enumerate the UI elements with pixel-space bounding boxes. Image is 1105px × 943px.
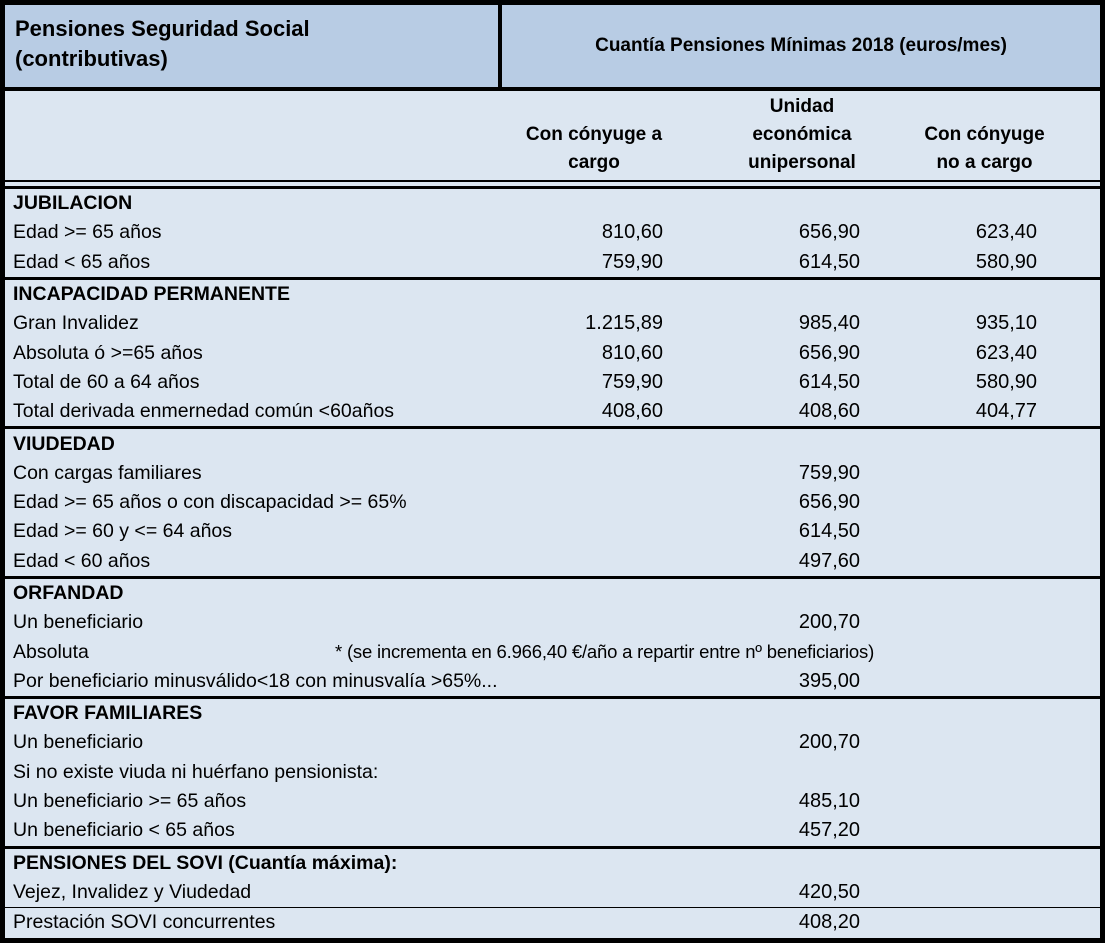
section-header-row: INCAPACIDAD PERMANENTE [5, 280, 1100, 309]
value-unidad-unipersonal: 656,90 [798, 491, 860, 514]
table-row: Edad >= 60 y <= 64 años 614,50 [5, 517, 1100, 546]
section-header: VIUDEDAD [13, 432, 115, 455]
table-row: Un beneficiario < 65 años 457,20 [5, 816, 1100, 845]
value-con-conyuge-no-a-cargo: 623,40 [975, 221, 1037, 244]
value-unidad-unipersonal: 656,90 [798, 341, 860, 364]
table-row: Absoluta ó >=65 años 810,60 656,90 623,4… [5, 338, 1100, 367]
table-row: Un beneficiario >= 65 años 485,10 [5, 787, 1100, 816]
section-header: JUBILACION [13, 192, 133, 215]
table-row: Gran Invalidez 1.215,89 985,40 935,10 [5, 309, 1100, 338]
value-con-conyuge-a-cargo: 810,60 [601, 341, 663, 364]
table-row: Edad >= 65 años 810,60 656,90 623,40 [5, 218, 1100, 247]
table-row: Prestación SOVI concurrentes 408,20 [5, 907, 1100, 937]
value-con-conyuge-a-cargo: 759,90 [601, 250, 663, 273]
table-row: Con cargas familiares 759,90 [5, 459, 1100, 488]
row-label: Un beneficiario >= 65 años [13, 790, 247, 813]
row-label: Edad < 60 años [13, 549, 151, 572]
table-title: Pensiones Seguridad Social (contributiva… [15, 16, 310, 71]
value-unidad-unipersonal: 408,60 [798, 400, 860, 423]
value-con-conyuge-a-cargo: 1.215,89 [585, 312, 663, 335]
row-label: Edad >= 65 años o con discapacidad >= 65… [13, 491, 407, 514]
row-label: Gran Invalidez [13, 312, 139, 335]
footnote-text: * (se incrementa en 6.966,40 €/año a rep… [335, 641, 875, 663]
value-unidad-unipersonal: 614,50 [798, 370, 860, 393]
row-label: Por beneficiario minusválido<18 con minu… [13, 669, 498, 692]
section-header-row: VIUDEDAD [5, 429, 1100, 458]
value-con-conyuge-no-a-cargo: 580,90 [975, 250, 1037, 273]
section-favor-familiares: FAVOR FAMILIARES Un beneficiario 200,70 … [5, 699, 1100, 849]
section-header: ORFANDAD [13, 582, 124, 604]
value-unidad-unipersonal: 759,90 [798, 461, 860, 484]
row-label: Absoluta [13, 640, 89, 663]
value-unidad-unipersonal: 614,50 [798, 520, 860, 543]
row-label: Absoluta ó >=65 años [13, 341, 203, 364]
section-header-row: FAVOR FAMILIARES [5, 699, 1100, 728]
value-unidad-unipersonal: 656,90 [798, 221, 860, 244]
section-header-row: ORFANDAD [5, 579, 1100, 608]
row-label: Edad < 65 años [13, 250, 151, 273]
value-unidad-unipersonal: 395,00 [798, 669, 860, 692]
section-pensiones-del-sovi: PENSIONES DEL SOVI (Cuantía máxima): Vej… [5, 849, 1100, 938]
column-header-con-conyuge-a-cargo: Con cónyuge a cargo [525, 124, 663, 173]
row-label: Total derivada enmernedad común <60años [13, 400, 395, 423]
row-label: Prestación SOVI concurrentes [13, 911, 276, 934]
row-label: Edad >= 65 años [13, 221, 162, 244]
table-row: Vejez, Invalidez y Viudedad 420,50 [5, 878, 1100, 907]
row-label: Con cargas familiares [13, 461, 202, 484]
value-unidad-unipersonal: 985,40 [798, 312, 860, 335]
table-row: Total derivada enmernedad común <60años … [5, 397, 1100, 426]
table-row: Por beneficiario minusválido<18 con minu… [5, 667, 1100, 696]
row-label: Un beneficiario [13, 611, 144, 634]
value-con-conyuge-no-a-cargo: 623,40 [975, 341, 1037, 364]
double-line-gap [5, 182, 1100, 186]
row-label: Total de 60 a 64 años [13, 370, 200, 393]
section-header: FAVOR FAMILIARES [13, 702, 203, 725]
row-label: Un beneficiario [13, 731, 144, 754]
value-con-conyuge-a-cargo: 759,90 [601, 370, 663, 393]
value-unidad-unipersonal: 485,10 [798, 790, 860, 813]
table-row: Edad < 60 años 497,60 [5, 547, 1100, 576]
table-row: Si no existe viuda ni huérfano pensionis… [5, 758, 1100, 787]
value-con-conyuge-a-cargo: 408,60 [601, 400, 663, 423]
value-unidad-unipersonal: 408,20 [798, 911, 860, 934]
table-row: Total de 60 a 64 años 759,90 614,50 580,… [5, 368, 1100, 397]
value-con-conyuge-a-cargo: 810,60 [601, 221, 663, 244]
value-unidad-unipersonal: 497,60 [798, 549, 860, 572]
value-con-conyuge-no-a-cargo: 580,90 [975, 370, 1037, 393]
table-row-absoluta-note: Absoluta * (se incrementa en 6.966,40 €/… [5, 637, 1100, 666]
row-label: Si no existe viuda ni huérfano pensionis… [13, 760, 379, 783]
title-band: Pensiones Seguridad Social (contributiva… [5, 5, 1100, 91]
row-label: Vejez, Invalidez y Viudedad [13, 880, 252, 903]
table-row: Edad >= 65 años o con discapacidad >= 65… [5, 488, 1100, 517]
section-header: PENSIONES DEL SOVI (Cuantía máxima): [13, 851, 398, 874]
column-header-unidad-economica-unipersonal: Unidad económica unipersonal [748, 96, 856, 173]
table-row: Edad < 65 años 759,90 614,50 580,90 [5, 248, 1100, 277]
section-jubilacion: JUBILACION Edad >= 65 años 810,60 656,90… [5, 189, 1100, 280]
section-incapacidad-permanente: INCAPACIDAD PERMANENTE Gran Invalidez 1.… [5, 280, 1100, 430]
row-label: Edad >= 60 y <= 64 años [13, 520, 233, 543]
value-con-conyuge-no-a-cargo: 404,77 [975, 400, 1037, 423]
section-header: INCAPACIDAD PERMANENTE [13, 283, 290, 306]
value-con-conyuge-no-a-cargo: 935,10 [975, 312, 1037, 335]
column-header-con-conyuge-no-a-cargo: Con cónyuge no a cargo [924, 124, 1045, 173]
value-unidad-unipersonal: 614,50 [798, 250, 860, 273]
table-body: JUBILACION Edad >= 65 años 810,60 656,90… [5, 186, 1100, 937]
value-unidad-unipersonal: 457,20 [798, 819, 860, 842]
table-row: Un beneficiario 200,70 [5, 608, 1100, 637]
title-divider [498, 5, 502, 87]
section-viudedad: VIUDEDAD Con cargas familiares 759,90 Ed… [5, 429, 1100, 579]
section-header-row: PENSIONES DEL SOVI (Cuantía máxima): [5, 849, 1100, 878]
value-unidad-unipersonal: 200,70 [798, 731, 860, 754]
section-header-row: JUBILACION [5, 189, 1100, 218]
value-unidad-unipersonal: 420,50 [798, 880, 860, 903]
table-row: Un beneficiario 200,70 [5, 728, 1100, 757]
table-subtitle: Cuantía Pensiones Mínimas 2018 (euros/me… [595, 35, 1007, 56]
value-unidad-unipersonal: 200,70 [798, 611, 860, 634]
column-header-row: Con cónyuge a cargo Unidad económica uni… [5, 91, 1100, 182]
row-label: Un beneficiario < 65 años [13, 819, 235, 842]
section-orfandad: ORFANDAD Un beneficiario 200,70 Absoluta… [5, 579, 1100, 700]
